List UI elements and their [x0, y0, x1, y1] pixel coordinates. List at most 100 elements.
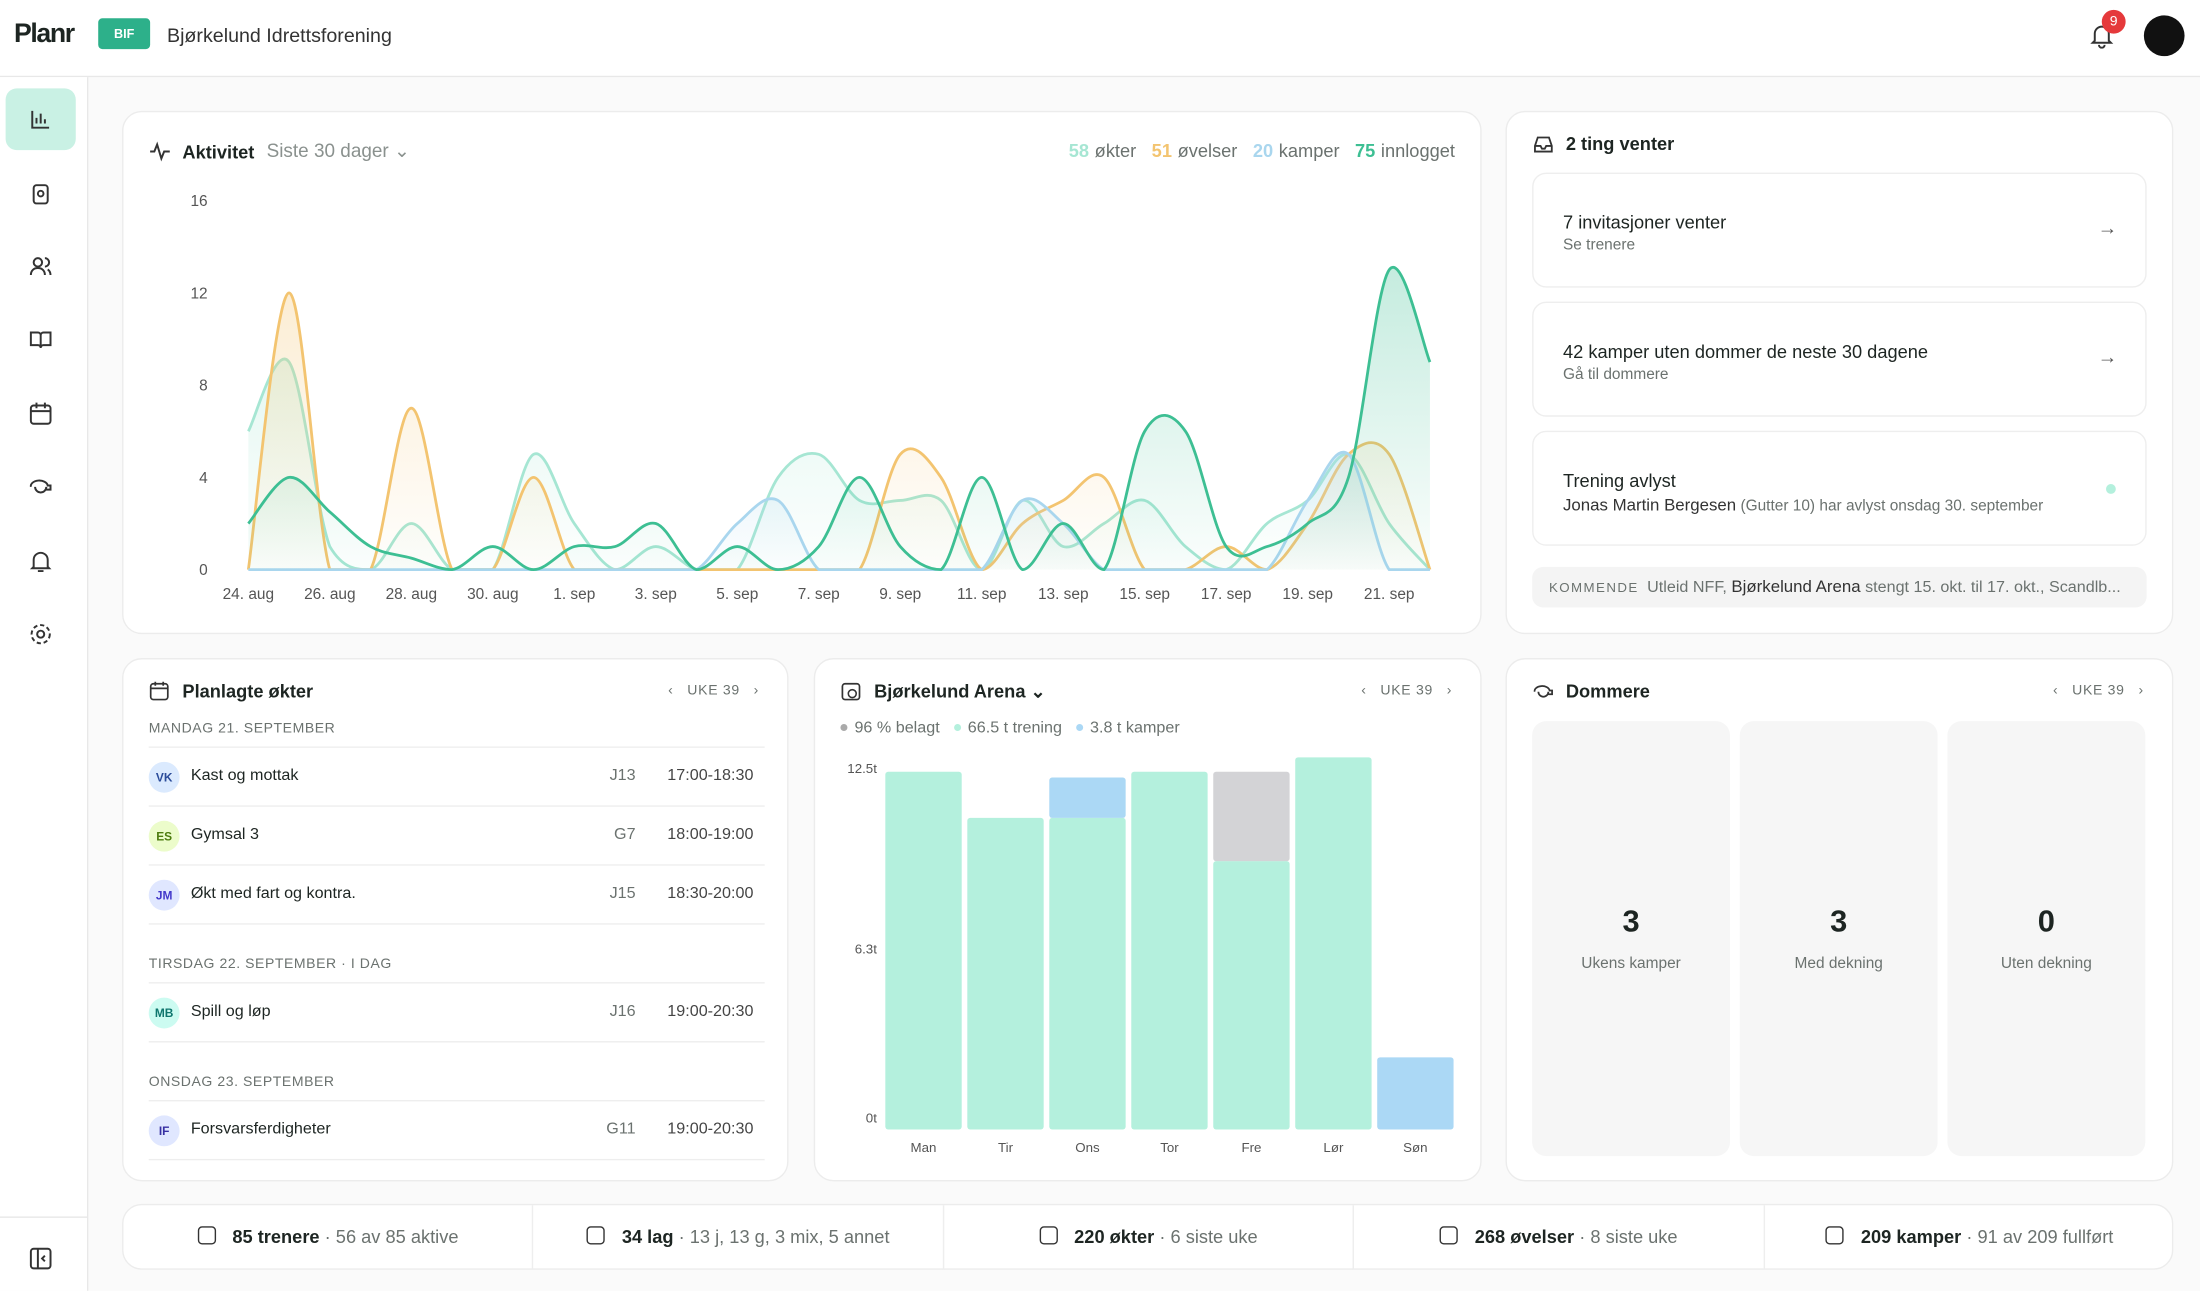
stat-icon — [1439, 1226, 1458, 1245]
club-name[interactable]: Bjørkelund Idrettsforening — [166, 23, 392, 47]
card-title: Dommere — [1565, 680, 1650, 702]
item-title: 7 invitasjoner venter — [1563, 211, 1727, 233]
pending-item[interactable]: Trening avlyst Jonas Martin Bergesen (Gut… — [1532, 430, 2147, 546]
stat-detail: · 56 av 85 aktive — [324, 1226, 459, 1248]
legend: 58 økter 51 øvelser 20 kamper 75 innlogget — [1069, 140, 1455, 161]
legend-total: 20 — [1252, 140, 1274, 162]
team: J16 — [609, 1003, 636, 1021]
avatar: ES — [148, 820, 180, 852]
stat-icon — [1825, 1226, 1845, 1245]
stat-icon — [1039, 1226, 1058, 1245]
nav-calendar[interactable] — [28, 401, 53, 426]
stat-label: Med dekning — [1794, 955, 1883, 973]
nav-referees[interactable] — [28, 474, 53, 499]
avatar: JM — [148, 879, 180, 911]
week-nav[interactable]: ‹ UKE 39 › — [1361, 683, 1453, 699]
bar-segment — [1213, 861, 1290, 1130]
nav-teams[interactable] — [28, 254, 53, 279]
pending-item[interactable]: 7 invitasjoner venter Se trenere → — [1532, 172, 2147, 288]
session-row[interactable]: MB Spill og løp J16 19:00-20:30 — [148, 982, 765, 1042]
nav-coaches[interactable] — [28, 181, 53, 206]
card-title: Planlagte økter — [182, 680, 314, 702]
week-nav[interactable]: ‹ UKE 39 › — [2052, 683, 2144, 699]
legend-item[interactable]: 20 kamper — [1253, 140, 1340, 161]
arena-title[interactable]: Bjørkelund Arena — [874, 680, 1026, 702]
activity-card: Aktivitet Siste 30 dager ⌄ 58 økter 51 øvel… — [122, 110, 1482, 635]
arrow-icon[interactable]: → — [2097, 216, 2118, 239]
nav-settings[interactable] — [28, 622, 53, 647]
legend-total: 51 — [1151, 140, 1172, 162]
avatar: VK — [148, 761, 180, 793]
session-row[interactable]: ES Gymsal 3 G7 18:00-19:00 — [148, 805, 765, 865]
x-tick-label: Ons — [1075, 1140, 1100, 1155]
summary-item: 3.8 t kamper — [1075, 720, 1180, 737]
session-row[interactable]: IF Forsvarsferdigheter G11 19:00-20:30 — [148, 1099, 765, 1160]
week: UKE 39 — [1380, 683, 1433, 699]
x-tick-label: 17. sep — [1201, 586, 1252, 603]
bar-segment — [1049, 817, 1126, 1130]
time: 18:00-19:00 — [667, 826, 754, 844]
footer-stat[interactable]: 268 øvelser · 8 siste uke — [1354, 1205, 1765, 1270]
team: J15 — [609, 885, 636, 903]
upcoming-lead: Utleid NFF, — [1647, 579, 1727, 597]
time: 18:30-20:00 — [667, 885, 754, 903]
session-name: Gymsal 3 — [190, 826, 259, 844]
upcoming: KOMMENDE Utleid NFF, Bjørkelund Arena ste… — [1532, 566, 2147, 608]
line-chart: 0 4 8 12 16 24. aug 26. aug 28. aug 30. aug 1. se… — [190, 193, 1432, 603]
legend-item[interactable]: 51 øvelser — [1152, 140, 1238, 161]
legend-item[interactable]: 75 innlogget — [1355, 140, 1455, 161]
period[interactable]: Siste 30 dager — [266, 140, 389, 162]
y-tick-label: 8 — [199, 378, 208, 395]
divider — [148, 1041, 765, 1043]
bar-segment — [885, 771, 962, 1130]
nav-notifications[interactable] — [28, 549, 53, 574]
stat-label: Ukens kamper — [1581, 955, 1681, 973]
pending-card: 2 ting venter 7 invitasjoner venter Se tr… — [1505, 110, 2174, 635]
y-tick-label: 0 — [199, 562, 208, 579]
stat-value: 85 trenere — [232, 1226, 320, 1248]
legend-total: 58 — [1068, 140, 1090, 162]
session-row[interactable]: JM Økt med fart og kontra. J15 18:30-20:00 — [148, 864, 765, 924]
pending-item[interactable]: 42 kamper uten dommer de neste 30 dagene… — [1532, 301, 2147, 417]
footer-stat[interactable]: 34 lag · 13 j, 13 g, 3 mix, 5 annet — [534, 1205, 944, 1270]
period-select[interactable]: Siste 30 dager ⌄ — [266, 140, 410, 162]
card-title[interactable]: Bjørkelund Arena ⌄ — [874, 680, 1046, 702]
x-tick-label: Lør — [1323, 1140, 1344, 1155]
legend-name: kamper — [1278, 140, 1340, 162]
day-heading: MANDAG 21. SEPTEMBER — [148, 721, 336, 737]
collapse-sidebar[interactable] — [28, 1246, 53, 1271]
x-tick-label: 30. aug — [467, 586, 518, 603]
bar-segment — [1377, 1057, 1454, 1130]
week-nav[interactable]: ‹ UKE 39 › — [668, 683, 760, 699]
footer-stat[interactable]: 220 økter · 6 siste uke — [944, 1205, 1355, 1270]
stat-detail: · 6 siste uke — [1159, 1226, 1258, 1248]
nav-exercises[interactable] — [28, 327, 53, 352]
session-name: Forsvarsferdigheter — [190, 1121, 331, 1138]
footer-stat[interactable]: 209 kamper · 91 av 209 fullført — [1764, 1205, 2174, 1270]
upcoming-text: stengt 15. okt. til 17. okt., Scandlb... — [1865, 579, 2121, 597]
upcoming-place: Bjørkelund Arena — [1731, 576, 1861, 597]
calendar-icon — [149, 681, 169, 701]
stat-value: 0 — [2037, 903, 2055, 939]
legend-total: 75 — [1355, 140, 1376, 162]
dot — [1075, 724, 1084, 732]
footer-stat[interactable]: 85 trenere · 56 av 85 aktive — [123, 1205, 534, 1270]
item-subtitle: Jonas Martin Bergesen (Gutter 10) har av… — [1563, 495, 2043, 515]
stat-value: 34 lag — [621, 1226, 674, 1248]
stat-detail: · 13 j, 13 g, 3 mix, 5 annet — [678, 1226, 890, 1248]
dot — [953, 724, 961, 732]
club-badge: BIF — [98, 18, 151, 50]
session-row[interactable]: VK Kast og mottak J13 17:00-18:30 — [148, 746, 765, 806]
item-subtitle: Se trenere — [1563, 237, 1635, 254]
upcoming-label: KOMMENDE — [1548, 580, 1639, 597]
legend-item[interactable]: 58 økter — [1069, 140, 1136, 161]
x-tick-label: Søn — [1403, 1140, 1427, 1155]
inbox-icon — [1534, 136, 1553, 153]
avatar[interactable] — [2143, 15, 2185, 57]
y-tick-label: 12 — [190, 286, 207, 303]
nav-dashboard[interactable] — [28, 107, 53, 132]
y-tick-label: 12.5t — [847, 761, 877, 776]
logo[interactable]: Planr — [14, 19, 75, 50]
arrow-icon[interactable]: → — [2097, 345, 2118, 368]
